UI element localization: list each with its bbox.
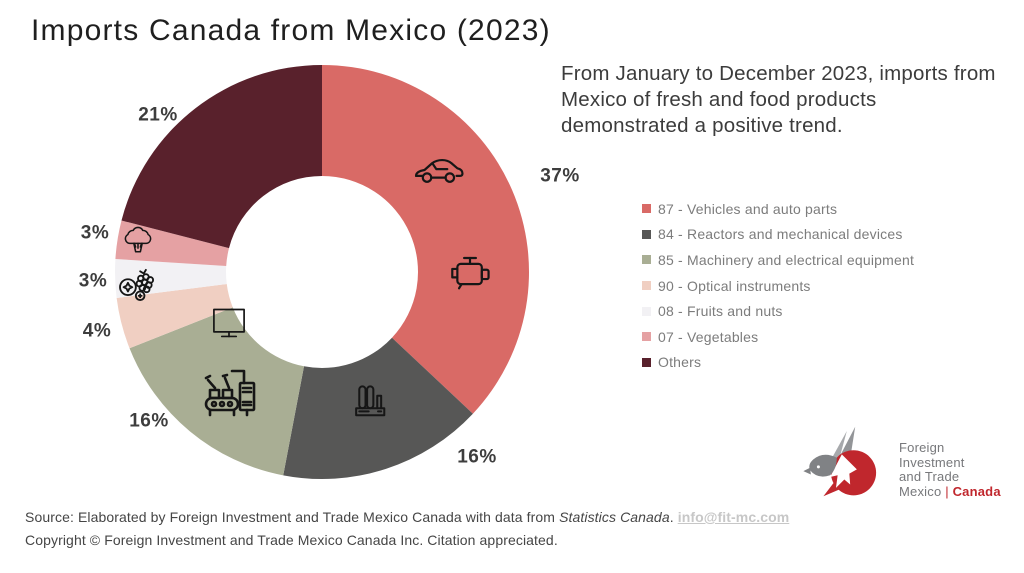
- fit-mc-bird-logo-icon: [803, 426, 877, 497]
- legend-swatch: [642, 306, 651, 316]
- source-text: Source: Elaborated by Foreign Investment…: [25, 509, 560, 525]
- legend-label: 84 - Reactors and mechanical devices: [658, 226, 903, 243]
- broccoli-icon: [124, 226, 152, 253]
- logo-line-3: and Trade: [899, 469, 960, 484]
- page-title: Imports Canada from Mexico (2023): [31, 14, 551, 47]
- factory-icon: [355, 385, 386, 417]
- logo-line-4: Mexico | Canada: [899, 483, 1001, 500]
- legend-label: 90 - Optical instruments: [658, 277, 811, 294]
- legend-label: 87 - Vehicles and auto parts: [658, 200, 838, 217]
- segment-percent-label: 21%: [138, 105, 178, 126]
- legend-item: 08 - Fruits and nuts: [642, 298, 914, 324]
- legend-item: 07 - Vegetables: [642, 324, 914, 350]
- segment-percent-label: 16%: [129, 411, 169, 432]
- chart-subtitle: From January to December 2023, imports f…: [561, 62, 996, 137]
- legend-swatch: [642, 332, 651, 342]
- segment-percent-label: 3%: [81, 223, 109, 244]
- legend-label: 07 - Vegetables: [658, 328, 759, 345]
- legend-item: 85 - Machinery and electrical equipment: [642, 247, 914, 273]
- car-icon: [414, 158, 464, 183]
- logo-line-2: Investment: [899, 454, 965, 470]
- legend-item: 84 - Reactors and mechanical devices: [642, 222, 914, 248]
- monitor-icon: [213, 308, 245, 338]
- logo-line-1: Foreign: [899, 440, 945, 455]
- logo: Foreign Investment and Trade Mexico | Ca…: [800, 422, 1001, 506]
- legend-swatch: [642, 281, 651, 291]
- legend-item: Others: [642, 350, 914, 376]
- donut-segment: [114, 259, 227, 298]
- logo-mexico: Mexico: [899, 483, 946, 499]
- engine-icon: [451, 256, 490, 290]
- legend-item: 90 - Optical instruments: [642, 273, 914, 299]
- legend-swatch: [642, 255, 651, 265]
- source-name: Statistics Canada: [559, 509, 670, 525]
- legend-item: 87 - Vehicles and auto parts: [642, 196, 914, 222]
- chart-legend: 87 - Vehicles and auto parts 84 - Reactor…: [642, 196, 914, 375]
- logo-wordmark: Foreign Investment and Trade Mexico | Ca…: [899, 422, 1001, 499]
- berries-icon: [119, 268, 155, 302]
- legend-label: Others: [658, 354, 702, 371]
- legend-swatch: [642, 357, 651, 367]
- source-separator: .: [669, 509, 678, 525]
- logo-divider: |: [945, 483, 953, 499]
- segment-percent-label: 37%: [540, 166, 580, 187]
- footer-source: Source: Elaborated by Foreign Investment…: [25, 509, 789, 525]
- footer-copyright: Copyright © Foreign Investment and Trade…: [25, 532, 558, 548]
- donut-segment: [116, 284, 233, 349]
- donut-segment: [129, 307, 305, 476]
- segment-percent-label: 16%: [457, 447, 497, 468]
- contact-email-link[interactable]: info@fit-mc.com: [677, 509, 790, 525]
- logo-canada: Canada: [952, 483, 1001, 499]
- donut-segment: [115, 220, 230, 266]
- segment-percent-label: 4%: [83, 321, 111, 342]
- legend-swatch: [642, 204, 651, 214]
- legend-label: 85 - Machinery and electrical equipment: [658, 251, 915, 268]
- legend-swatch: [642, 229, 651, 239]
- assembly-machine-icon: [204, 369, 256, 417]
- segment-percent-label: 3%: [79, 271, 107, 292]
- donut-segment: [121, 65, 322, 249]
- donut-segment: [283, 337, 473, 479]
- legend-label: 08 - Fruits and nuts: [658, 303, 783, 320]
- donut-segment: [322, 65, 529, 414]
